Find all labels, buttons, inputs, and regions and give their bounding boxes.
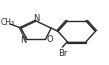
Text: Br: Br [58,49,67,58]
Text: O: O [46,35,53,44]
Text: N: N [33,14,39,23]
Text: N: N [20,36,26,45]
Text: CH₃: CH₃ [0,18,14,27]
